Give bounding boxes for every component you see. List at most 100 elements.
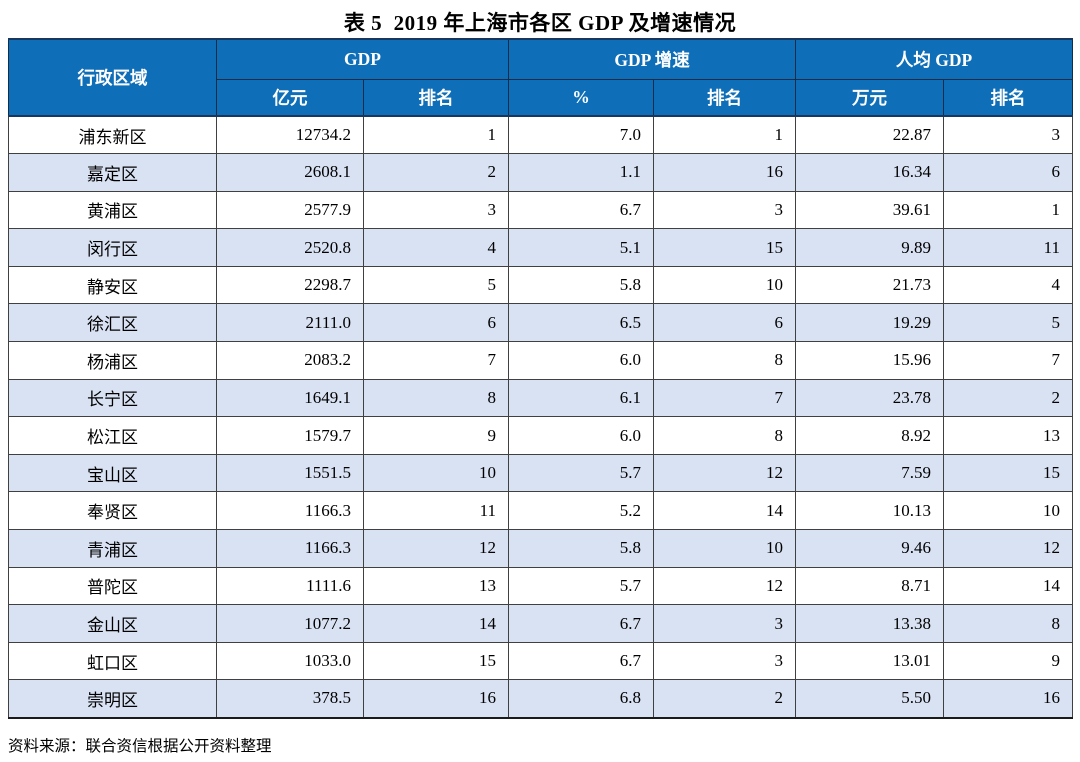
growth-value-cell: 6.8 xyxy=(508,679,655,718)
per-capita-value-cell: 16.34 xyxy=(795,153,945,192)
gdp-rank-cell: 5 xyxy=(362,265,510,305)
gdp-value-cell: 1166.3 xyxy=(216,529,364,568)
gdp-value-cell: 12734.2 xyxy=(216,115,364,155)
gdp-rank-cell: 7 xyxy=(362,341,510,380)
per-capita-rank-cell: 3 xyxy=(943,115,1074,155)
growth-rank-cell: 12 xyxy=(653,453,797,493)
growth-rank-cell: 12 xyxy=(653,566,797,606)
per-capita-rank-cell: 4 xyxy=(943,265,1074,305)
region-cell: 虹口区 xyxy=(8,641,217,681)
header-group-per-capita-gdp: 人均 GDP xyxy=(795,38,1074,80)
gdp-rank-cell: 10 xyxy=(362,453,510,493)
region-cell: 宝山区 xyxy=(8,453,217,493)
region-cell: 崇明区 xyxy=(8,679,217,718)
header-per-capita-rank: 排名 xyxy=(943,78,1074,117)
header-gdp-rank: 排名 xyxy=(362,78,510,117)
region-cell: 浦东新区 xyxy=(8,115,217,155)
region-cell: 奉贤区 xyxy=(8,491,217,531)
gdp-value-cell: 2083.2 xyxy=(216,341,364,380)
region-cell: 长宁区 xyxy=(8,378,217,418)
table-row: 徐汇区 2111.0 6 6.5 6 19.29 5 xyxy=(8,303,1074,343)
growth-rank-cell: 1 xyxy=(653,115,797,155)
region-cell: 普陀区 xyxy=(8,566,217,606)
growth-value-cell: 5.8 xyxy=(508,529,655,568)
growth-rank-cell: 10 xyxy=(653,265,797,305)
table-row: 虹口区 1033.0 15 6.7 3 13.01 9 xyxy=(8,641,1074,681)
header-growth-unit: % xyxy=(508,78,655,117)
region-cell: 闵行区 xyxy=(8,228,217,267)
region-cell: 杨浦区 xyxy=(8,341,217,380)
region-cell: 静安区 xyxy=(8,265,217,305)
per-capita-value-cell: 22.87 xyxy=(795,115,945,155)
growth-value-cell: 6.7 xyxy=(508,190,655,230)
growth-rank-cell: 16 xyxy=(653,153,797,192)
gdp-value-cell: 2520.8 xyxy=(216,228,364,267)
gdp-value-cell: 378.5 xyxy=(216,679,364,718)
table-row: 静安区 2298.7 5 5.8 10 21.73 4 xyxy=(8,265,1074,305)
gdp-rank-cell: 13 xyxy=(362,566,510,606)
table-row: 奉贤区 1166.3 11 5.2 14 10.13 10 xyxy=(8,491,1074,531)
per-capita-rank-cell: 14 xyxy=(943,566,1074,606)
per-capita-rank-cell: 13 xyxy=(943,416,1074,455)
per-capita-value-cell: 21.73 xyxy=(795,265,945,305)
table-row: 嘉定区 2608.1 2 1.1 16 16.34 6 xyxy=(8,153,1074,192)
per-capita-rank-cell: 8 xyxy=(943,604,1074,643)
gdp-rank-cell: 11 xyxy=(362,491,510,531)
region-cell: 青浦区 xyxy=(8,529,217,568)
header-per-capita-unit: 万元 xyxy=(795,78,945,117)
table-header: 行政区域 GDP GDP 增速 人均 GDP 亿元 排名 % 排名 万元 排名 xyxy=(8,38,1074,117)
per-capita-value-cell: 23.78 xyxy=(795,378,945,418)
table-row: 崇明区 378.5 16 6.8 2 5.50 16 xyxy=(8,679,1074,718)
per-capita-value-cell: 7.59 xyxy=(795,453,945,493)
growth-value-cell: 5.7 xyxy=(508,566,655,606)
header-region: 行政区域 xyxy=(8,38,217,117)
growth-rank-cell: 14 xyxy=(653,491,797,531)
per-capita-rank-cell: 1 xyxy=(943,190,1074,230)
growth-value-cell: 7.0 xyxy=(508,115,655,155)
gdp-rank-cell: 12 xyxy=(362,529,510,568)
growth-value-cell: 6.0 xyxy=(508,341,655,380)
per-capita-rank-cell: 12 xyxy=(943,529,1074,568)
per-capita-rank-cell: 9 xyxy=(943,641,1074,681)
header-group-gdp: GDP xyxy=(215,38,510,80)
growth-value-cell: 6.7 xyxy=(508,604,655,643)
gdp-value-cell: 1649.1 xyxy=(216,378,364,418)
region-cell: 黄浦区 xyxy=(8,190,217,230)
table-row: 浦东新区 12734.2 1 7.0 1 22.87 3 xyxy=(8,115,1074,155)
region-cell: 嘉定区 xyxy=(8,153,217,192)
growth-rank-cell: 7 xyxy=(653,378,797,418)
growth-rank-cell: 3 xyxy=(653,190,797,230)
growth-rank-cell: 8 xyxy=(653,341,797,380)
per-capita-value-cell: 39.61 xyxy=(795,190,945,230)
header-gdp-unit: 亿元 xyxy=(216,78,364,117)
gdp-value-cell: 1551.5 xyxy=(216,453,364,493)
per-capita-rank-cell: 2 xyxy=(943,378,1074,418)
table-row: 闵行区 2520.8 4 5.1 15 9.89 11 xyxy=(8,228,1074,267)
header-growth-rank: 排名 xyxy=(653,78,797,117)
gdp-table: 行政区域 GDP GDP 增速 人均 GDP 亿元 排名 % 排名 万元 排名 … xyxy=(8,38,1074,719)
gdp-rank-cell: 9 xyxy=(362,416,510,455)
growth-value-cell: 5.1 xyxy=(508,228,655,267)
per-capita-value-cell: 9.89 xyxy=(795,228,945,267)
table-row: 宝山区 1551.5 10 5.7 12 7.59 15 xyxy=(8,453,1074,493)
per-capita-rank-cell: 10 xyxy=(943,491,1074,531)
per-capita-rank-cell: 16 xyxy=(943,679,1074,718)
region-cell: 松江区 xyxy=(8,416,217,455)
gdp-value-cell: 1166.3 xyxy=(216,491,364,531)
gdp-rank-cell: 14 xyxy=(362,604,510,643)
gdp-rank-cell: 15 xyxy=(362,641,510,681)
table-body: 浦东新区 12734.2 1 7.0 1 22.87 3 嘉定区 2608.1 2 1.1 16 16.… xyxy=(8,115,1074,718)
gdp-rank-cell: 6 xyxy=(362,303,510,343)
region-cell: 金山区 xyxy=(8,604,217,643)
growth-rank-cell: 3 xyxy=(653,604,797,643)
growth-value-cell: 5.2 xyxy=(508,491,655,531)
per-capita-value-cell: 13.38 xyxy=(795,604,945,643)
table-row: 黄浦区 2577.9 3 6.7 3 39.61 1 xyxy=(8,190,1074,230)
per-capita-value-cell: 13.01 xyxy=(795,641,945,681)
gdp-value-cell: 1077.2 xyxy=(216,604,364,643)
per-capita-value-cell: 8.71 xyxy=(795,566,945,606)
per-capita-value-cell: 8.92 xyxy=(795,416,945,455)
gdp-value-cell: 1033.0 xyxy=(216,641,364,681)
growth-rank-cell: 8 xyxy=(653,416,797,455)
